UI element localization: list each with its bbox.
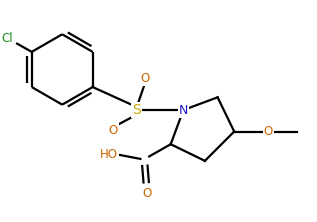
Text: HO: HO: [100, 149, 118, 161]
Text: O: O: [264, 125, 273, 138]
Text: O: O: [141, 72, 150, 85]
Text: S: S: [132, 103, 141, 117]
Text: O: O: [142, 187, 152, 200]
Text: O: O: [108, 124, 118, 137]
Text: N: N: [179, 103, 188, 117]
Text: Cl: Cl: [2, 32, 13, 45]
